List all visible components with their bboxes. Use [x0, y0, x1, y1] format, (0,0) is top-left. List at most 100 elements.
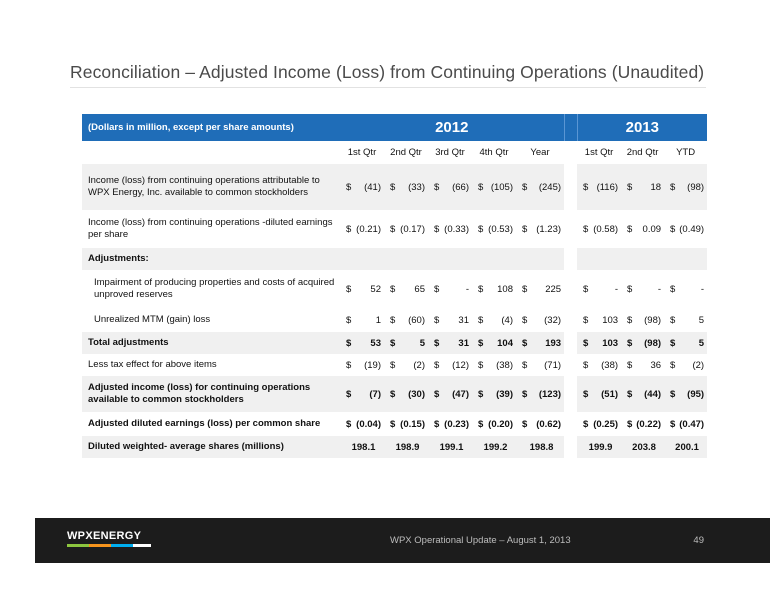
dollar-sign: $ — [627, 337, 633, 349]
cell-value: (0.33) — [444, 223, 469, 235]
cell-value: (0.17) — [400, 223, 425, 235]
cell-value: (7) — [369, 388, 381, 400]
dollar-sign: $ — [478, 337, 484, 349]
row-label: Total adjustments — [82, 332, 340, 354]
cell-value: 65 — [414, 283, 425, 295]
dollar-sign: $ — [346, 418, 352, 430]
value-cell: $ (19) — [340, 354, 384, 376]
value-cell: 200.1 — [664, 436, 708, 458]
row-label: Impairment of producing properties and c… — [94, 277, 335, 300]
value-cell: $ (0.33) — [428, 210, 472, 248]
value-cell: $ (0.53) — [472, 210, 516, 248]
dollar-sign: $ — [478, 181, 484, 193]
dollar-sign: $ — [627, 388, 633, 400]
dollar-sign: $ — [434, 418, 440, 430]
cell-value: (0.21) — [356, 223, 381, 235]
cell-value: (95) — [687, 388, 705, 400]
dollar-sign: $ — [670, 314, 676, 326]
value-cell: 199.9 — [577, 436, 622, 458]
row-label: Diluted weighted- average shares (millio… — [82, 436, 340, 458]
value-cell — [621, 248, 665, 270]
value-cell: 203.8 — [621, 436, 665, 458]
value-cell: $ (4) — [472, 308, 516, 332]
value-cell: $ (0.47) — [664, 412, 707, 436]
logo-color-bars — [67, 544, 151, 547]
cell-value: (0.23) — [444, 418, 469, 430]
value-cell: $ (12) — [428, 354, 472, 376]
dollar-sign: $ — [583, 337, 589, 349]
cell-value: 108 — [497, 283, 513, 295]
value-cell — [664, 248, 708, 270]
dollar-sign: $ — [670, 418, 676, 430]
dollar-sign: $ — [583, 388, 589, 400]
value-cell: $ (98) — [621, 308, 664, 332]
dollar-sign: $ — [522, 223, 528, 235]
table-row: Adjustments: — [82, 248, 708, 270]
value-cell: $52 — [340, 270, 384, 308]
cell-value: 5 — [419, 337, 425, 349]
dollar-sign: $ — [583, 359, 589, 371]
table-row: Income (loss) from continuing operations… — [82, 164, 708, 210]
logo-bar — [67, 544, 89, 547]
cell-value: 18 — [650, 181, 662, 193]
cell-value: (98) — [687, 181, 705, 193]
value-cell: $5 — [384, 332, 428, 354]
value-cell: $ (1.23) — [516, 210, 564, 248]
cell-value: (245) — [538, 181, 562, 193]
dollar-sign: $ — [583, 223, 589, 235]
value-cell — [577, 248, 622, 270]
value-cell: $31 — [428, 308, 472, 332]
dollar-sign: $ — [627, 418, 633, 430]
cell-value: (0.22) — [636, 418, 662, 430]
value-cell: $ - — [428, 270, 472, 308]
dollar-sign: $ — [346, 359, 352, 371]
dollar-sign: $ — [522, 337, 528, 349]
dollar-sign: $ — [627, 181, 633, 193]
value-cell: $18 — [621, 164, 665, 210]
footer-caption: WPX Operational Update – August 1, 2013 — [390, 535, 571, 546]
col-header-2012-q3: 3rd Qtr — [435, 147, 465, 158]
cell-value: 31 — [458, 314, 469, 326]
table-row: Adjusted income (loss) for continuing op… — [82, 376, 708, 412]
value-cell: 199.1 — [428, 436, 472, 458]
cell-value: (0.47) — [679, 418, 705, 430]
reconciliation-table: (Dollars in million, except per share am… — [82, 114, 708, 458]
cell-value: (19) — [364, 359, 381, 371]
cell-value: - — [614, 283, 619, 295]
value-cell: $ (38) — [577, 354, 621, 376]
value-cell — [384, 248, 428, 270]
cell-value: - — [657, 283, 662, 295]
row-label: Income (loss) from continuing operations… — [82, 164, 340, 210]
cell-value: (1.23) — [536, 223, 562, 235]
col-header-2013-q1: 1st Qtr — [584, 147, 614, 158]
cell-value: (12) — [452, 359, 469, 371]
value-cell: $ (60) — [384, 308, 428, 332]
dollar-sign: $ — [434, 283, 440, 295]
row-label: Income (loss) from continuing operations… — [88, 217, 333, 240]
value-cell: $31 — [428, 332, 472, 354]
dollar-sign: $ — [390, 283, 396, 295]
col-header-2012-year: Year — [530, 147, 550, 158]
logo-bar — [111, 544, 133, 547]
value-cell: $ (105) — [472, 164, 516, 210]
cell-value: 1 — [375, 314, 381, 326]
value-cell: $103 — [577, 308, 621, 332]
value-cell: $ (66) — [428, 164, 472, 210]
table-header-label: (Dollars in million, except per share am… — [82, 114, 340, 141]
dollar-sign: $ — [390, 359, 396, 371]
cell-value: 198.8 — [529, 441, 554, 453]
dollar-sign: $ — [434, 223, 440, 235]
dollar-sign: $ — [478, 283, 484, 295]
cell-value: 0.09 — [642, 223, 662, 235]
dollar-sign: $ — [522, 418, 528, 430]
dollar-sign: $ — [478, 388, 484, 400]
dollar-sign: $ — [390, 337, 396, 349]
slide-title: Reconciliation – Adjusted Income (Loss) … — [70, 62, 705, 82]
value-cell: $ (41) — [340, 164, 384, 210]
dollar-sign: $ — [670, 283, 676, 295]
value-cell: $ (71) — [516, 354, 564, 376]
dollar-sign: $ — [346, 388, 352, 400]
value-cell: $ (32) — [516, 308, 564, 332]
table-header-row: (Dollars in million, except per share am… — [82, 114, 708, 141]
value-cell: $ (47) — [428, 376, 472, 412]
